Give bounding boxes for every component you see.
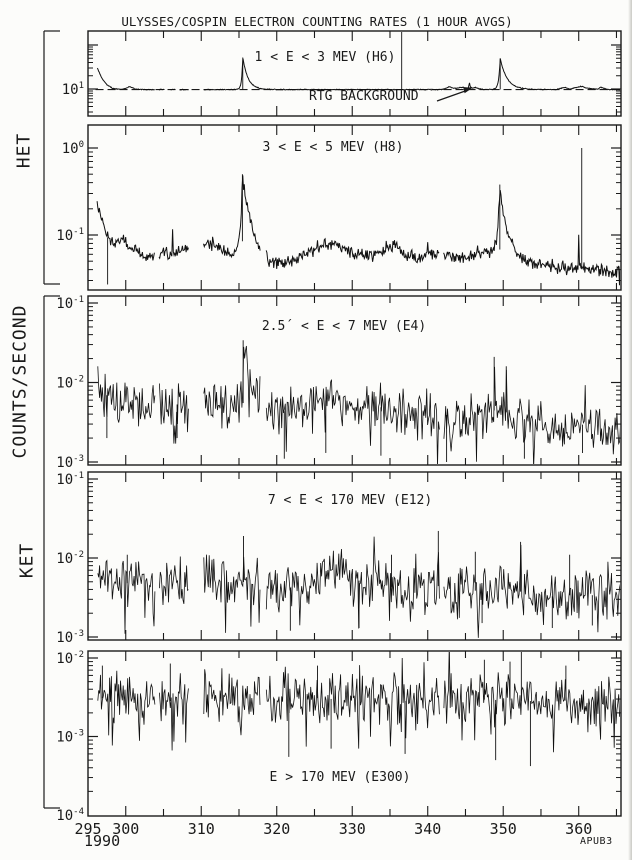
panel-border <box>87 650 622 817</box>
instrument-brackets <box>43 30 60 809</box>
y-tick-label: 10-2 <box>56 550 84 567</box>
panel-border <box>87 30 622 117</box>
y-tick-label: 10-1 <box>56 295 84 312</box>
y-tick-label: 10-4 <box>56 807 84 824</box>
panel-label-h6: 1 < E < 3 MEV (H6) <box>254 50 396 65</box>
data-series-E4 <box>97 345 620 464</box>
panel-E300: 10-2 10-3 10-4 <box>56 650 622 824</box>
panel-label-e300: E > 170 MEV (E300) <box>269 770 411 785</box>
x-tick-label: 340 <box>414 820 441 838</box>
x-tick-label: 350 <box>490 820 517 838</box>
panel-border <box>87 295 622 466</box>
y-tick-label: 10-2 <box>56 375 84 392</box>
chart-title: ULYSSES/COSPIN ELECTRON COUNTING RATES (… <box>121 14 513 29</box>
data-series-H6 <box>96 58 620 91</box>
x-tick-label: 320 <box>263 820 290 838</box>
ylabel-het: HET <box>13 132 35 169</box>
y-tick-label: 10-1 <box>56 471 84 488</box>
data-series-E300 <box>97 652 620 753</box>
y-tick-label: 101 <box>62 81 84 98</box>
y-tick-label: 100 <box>62 140 84 157</box>
y-tick-label: 10-3 <box>56 454 84 471</box>
panel-border <box>87 471 622 641</box>
rtg-background-annotation: RTG BACKGROUND <box>309 89 419 104</box>
data-series-E12 <box>97 536 620 638</box>
panel-H8: 100 10-1 <box>56 124 622 291</box>
x-tick-label: 360 <box>565 820 592 838</box>
data-series-H8 <box>96 175 620 286</box>
x-tick-label: 295 <box>74 820 101 838</box>
plot-id-label: APUB3 <box>580 836 613 847</box>
panel-label-e4: 2.5´ < E < 7 MEV (E4) <box>261 319 427 334</box>
arrow-shaft <box>436 89 469 102</box>
y-tick-label: 10-2 <box>56 650 84 667</box>
rtg-annotation-arrow <box>436 87 473 102</box>
ylabel-ket: KET <box>16 542 38 579</box>
y-tick-label: 10-1 <box>56 227 84 244</box>
x-axis-year-label: 1990 <box>84 832 121 850</box>
x-tick-label: 330 <box>339 820 366 838</box>
panel-E12: 10-1 10-2 10-3 <box>56 471 622 646</box>
panel-H6: 101 <box>62 30 622 117</box>
x-tick-label: 310 <box>188 820 215 838</box>
scan-edge-shade <box>628 0 632 860</box>
y-tick-label: 10-3 <box>56 629 84 646</box>
arrow-head <box>463 87 473 94</box>
y-tick-label: 10-3 <box>56 729 84 746</box>
panel-label-e12: 7 < E < 170 MEV (E12) <box>267 493 433 508</box>
panel-label-h8: 3 < E < 5 MEV (H8) <box>262 140 404 155</box>
panel-E4: 10-1 10-2 10-3 <box>56 295 622 471</box>
x-tick-label: 300 <box>112 820 139 838</box>
panel-border <box>87 124 622 291</box>
